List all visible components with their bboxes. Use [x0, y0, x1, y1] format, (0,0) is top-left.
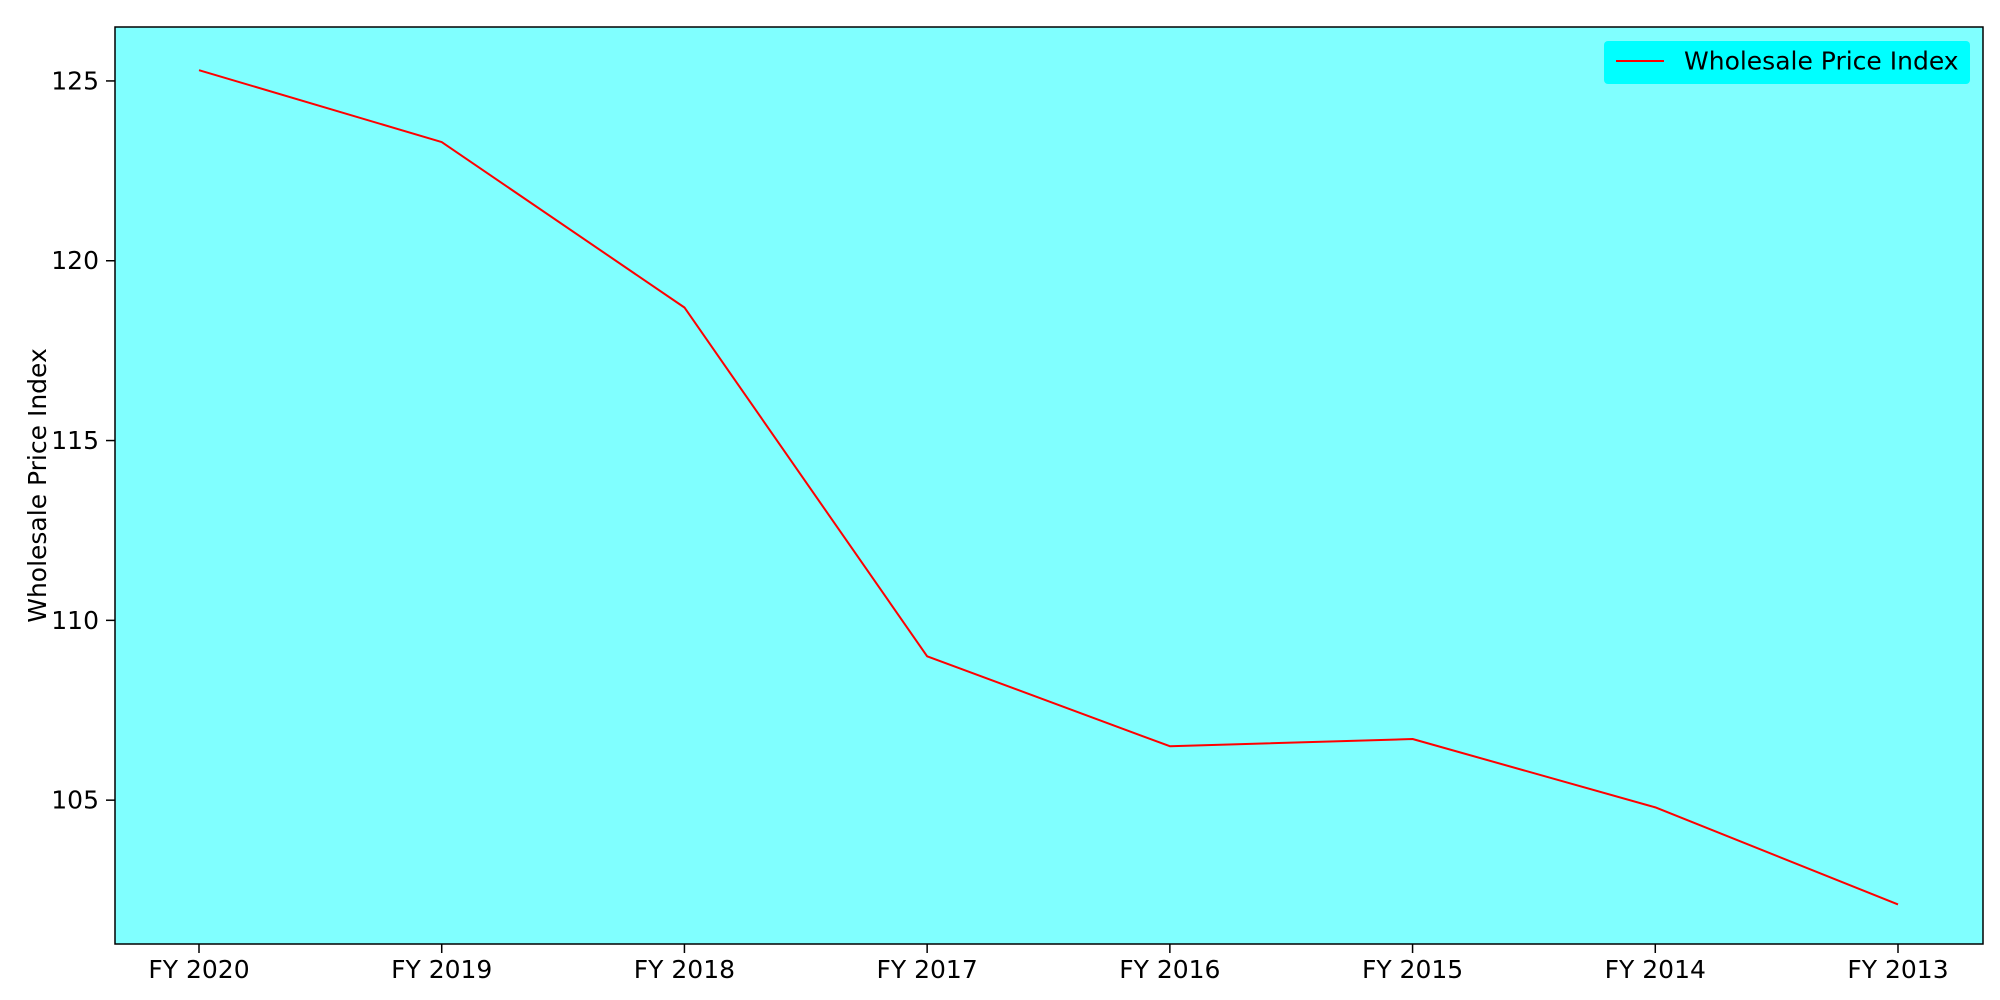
- x-tick-label: FY 2016: [1119, 955, 1220, 984]
- legend-label: Wholesale Price Index: [1684, 47, 1959, 76]
- y-tick-label: 110: [51, 606, 99, 635]
- x-tick-label: FY 2019: [391, 955, 492, 984]
- series-line: [198, 69, 1899, 906]
- plot-area: [114, 26, 1984, 945]
- x-tick-label: FY 2014: [1605, 955, 1706, 984]
- legend: Wholesale Price Index: [1604, 41, 1970, 84]
- y-tick-label: 125: [51, 66, 99, 95]
- legend-box: [1604, 41, 1970, 84]
- x-tick-label: FY 2013: [1847, 955, 1948, 984]
- y-tick-label: 115: [51, 426, 99, 455]
- x-axis: FY 2020 FY 2019 FY 2018 FY 2017 FY 2016 FY 20…: [148, 944, 1949, 984]
- y-tick-label: 105: [51, 786, 99, 815]
- y-tick-label: 120: [51, 246, 99, 275]
- x-tick-label: FY 2020: [148, 955, 249, 984]
- series-layer: [198, 69, 1899, 906]
- x-tick-label: FY 2018: [634, 955, 735, 984]
- y-axis: 105 110 115 120 125: [51, 66, 115, 815]
- x-tick-label: FY 2015: [1362, 955, 1463, 984]
- x-tick-label: FY 2017: [877, 955, 978, 984]
- y-axis-title: Wholesale Price Index: [23, 348, 52, 623]
